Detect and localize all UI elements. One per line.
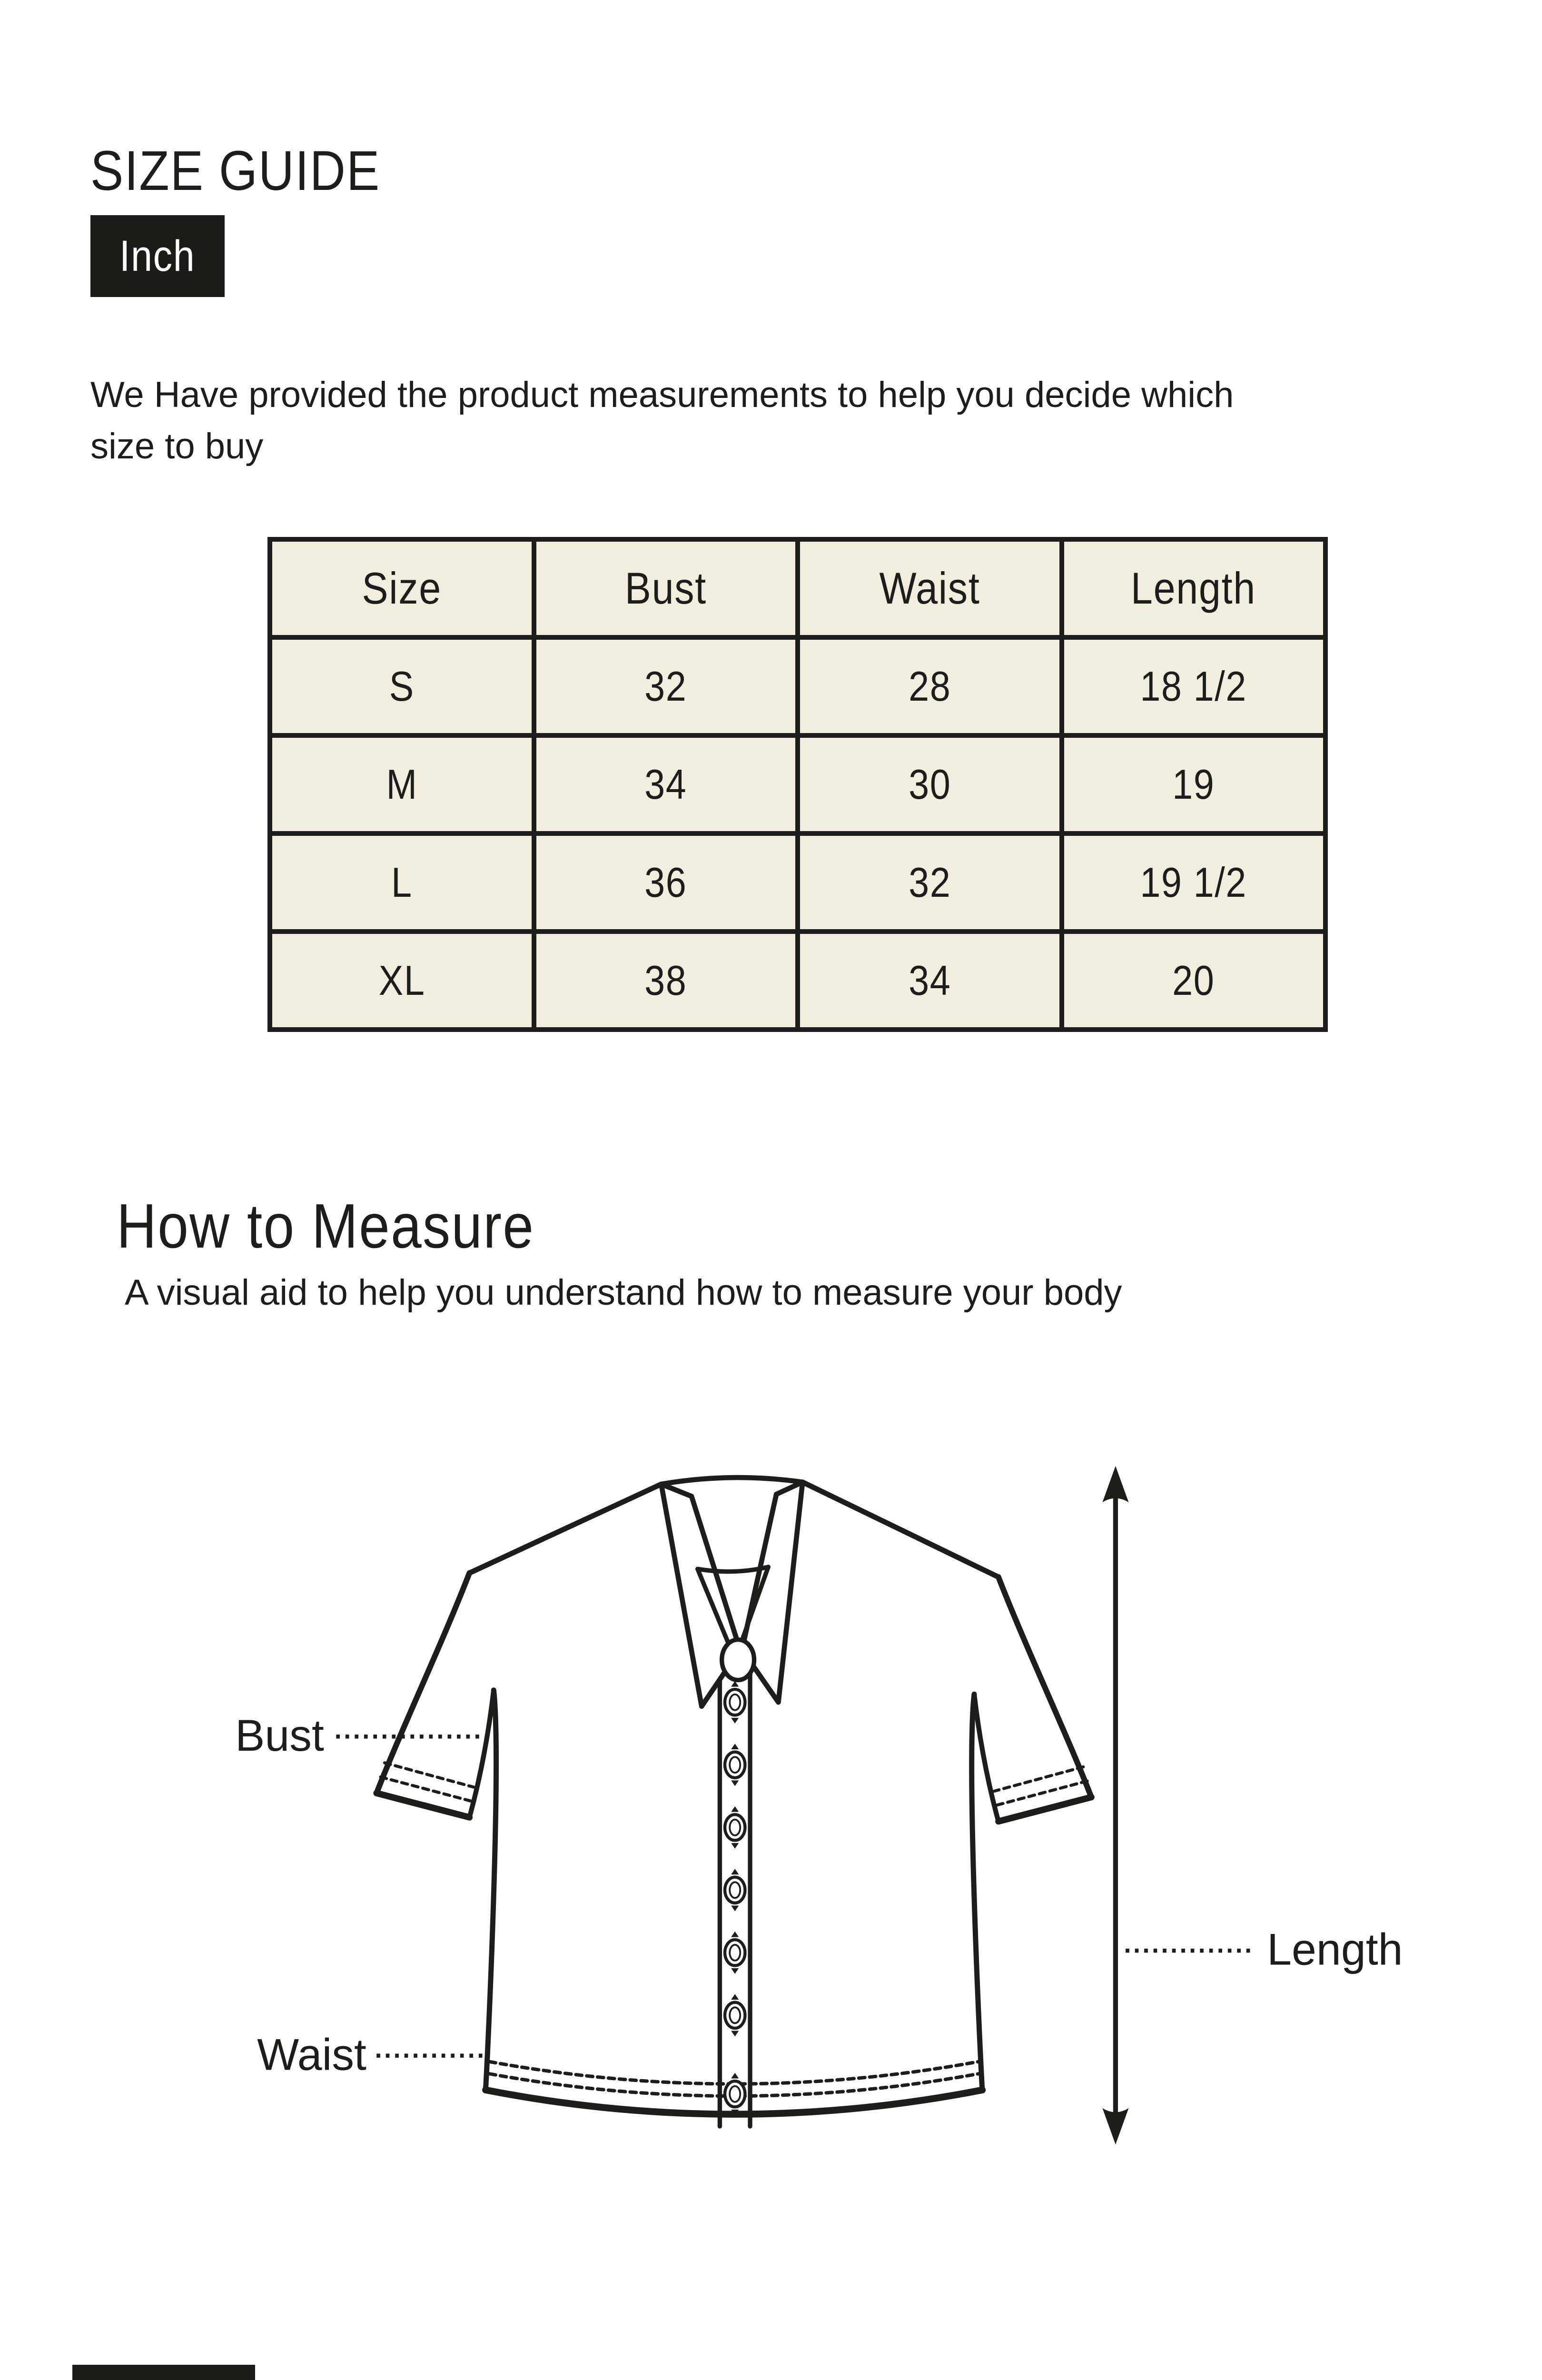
right-sleeve-underarm — [971, 1692, 1001, 1824]
table-row-l: L 36 32 19 1/2 — [267, 831, 1328, 934]
column-header-bust: Bust — [531, 537, 800, 640]
cell-value: 32 — [908, 859, 951, 906]
shirt-measure-diagram: Bust Waist Length — [167, 1452, 1499, 2167]
left-sleeve-cuff-edge — [373, 1790, 473, 1821]
table-cell: 19 — [1059, 733, 1328, 836]
column-header-length-label: Length — [1131, 563, 1256, 613]
left-sleeve-underarm — [467, 1687, 496, 1820]
shirt-illustration — [373, 1475, 1095, 2129]
page-title: SIZE GUIDE — [90, 139, 420, 203]
shirt-button — [725, 1744, 745, 1786]
cell-value: 32 — [644, 663, 687, 710]
column-header-waist: Waist — [795, 537, 1064, 640]
cell-value: 36 — [644, 859, 687, 906]
table-row-m: M 34 30 19 — [267, 733, 1328, 836]
table-cell: 34 — [795, 929, 1064, 1032]
column-header-bust-label: Bust — [624, 563, 707, 613]
shirt-hem-edge — [482, 2086, 986, 2118]
table-cell: 34 — [531, 733, 800, 836]
table-cell: L — [267, 831, 536, 934]
column-header-size-label: Size — [362, 563, 442, 613]
shirt-buttons — [725, 1681, 745, 2115]
shirt-shoulder-right — [800, 1479, 1001, 1580]
shirt-back-collar-band — [695, 1565, 771, 1574]
how-to-measure-title: How to Measure — [117, 1190, 592, 1262]
table-cell: 32 — [795, 831, 1064, 934]
table-cell: 32 — [531, 635, 800, 738]
column-header-length: Length — [1059, 537, 1328, 640]
how-to-measure-title-text: How to Measure — [117, 1190, 535, 1261]
measurement-annotations: Bust Waist Length — [235, 1466, 1403, 2145]
table-cell: 18 1/2 — [1059, 635, 1328, 738]
length-label: Length — [1267, 1925, 1403, 1974]
cell-value: 19 1/2 — [1140, 859, 1247, 906]
table-row-xl: XL 38 34 20 — [267, 929, 1328, 1032]
table-cell: 28 — [795, 635, 1064, 738]
step-badge-bust-label: 1.BUST — [100, 2377, 227, 2380]
page-title-text: SIZE GUIDE — [90, 139, 381, 203]
shirt-placket — [717, 1651, 752, 2129]
shirt-button — [725, 2073, 745, 2115]
cell-value: M — [386, 761, 418, 808]
length-arrow — [1102, 1466, 1129, 2145]
cell-value: 34 — [908, 957, 951, 1004]
table-row-s: S 32 28 18 1/2 — [267, 635, 1328, 738]
column-header-waist-label: Waist — [879, 563, 980, 613]
right-sleeve-cuff-edge — [995, 1794, 1095, 1825]
shirt-button — [725, 1869, 745, 1911]
left-sleeve-outer-edge — [374, 1570, 473, 1796]
cell-value: 28 — [908, 663, 951, 710]
cell-value: 30 — [908, 761, 951, 808]
shirt-button — [725, 1806, 745, 1849]
how-to-measure-subtitle: A visual aid to help you understand how … — [125, 1272, 1122, 1313]
cell-value: 20 — [1172, 957, 1215, 1004]
cell-value: L — [391, 859, 413, 906]
intro-text: We Have provided the product measurement… — [90, 369, 1518, 472]
size-chart-body: S 32 28 18 1/2 M 34 30 19 L 36 32 19 1/2… — [267, 635, 1328, 1032]
unit-badge-label: Inch — [119, 231, 196, 280]
table-cell: 38 — [531, 929, 800, 1032]
cell-value: 18 1/2 — [1140, 663, 1247, 710]
column-header-size: Size — [267, 537, 536, 640]
intro-line-1: We Have provided the product measurement… — [90, 375, 1234, 415]
cell-value: 34 — [644, 761, 687, 808]
table-cell: M — [267, 733, 536, 836]
shirt-shoulder-left — [466, 1481, 664, 1576]
cell-value: 38 — [644, 957, 687, 1004]
right-cuff-stitching — [993, 1765, 1089, 1807]
cell-value: S — [389, 663, 415, 710]
shirt-button — [725, 1932, 745, 1974]
cell-value: XL — [378, 957, 425, 1004]
shirt-neckline-v — [695, 1565, 771, 1654]
shirt-button — [725, 1681, 745, 1724]
table-cell: XL — [267, 929, 536, 1032]
table-cell: S — [267, 635, 536, 738]
step-badge-bust: 1.BUST — [72, 2365, 256, 2380]
shirt-diagram-svg: Bust Waist Length — [235, 1466, 1403, 2145]
unit-badge: Inch — [90, 215, 225, 297]
shirt-collar-top-edge — [659, 1475, 805, 1487]
right-sleeve-outer-edge — [995, 1574, 1094, 1800]
table-cell: 19 1/2 — [1059, 831, 1328, 934]
waist-label: Waist — [257, 2030, 366, 2079]
table-header-row: Size Bust Waist Length — [267, 537, 1328, 640]
table-cell: 36 — [531, 831, 800, 934]
shirt-button — [725, 1994, 745, 2036]
bust-label: Bust — [235, 1711, 324, 1760]
shirt-collar-loop — [720, 1637, 757, 1683]
table-cell: 30 — [795, 733, 1064, 836]
table-cell: 20 — [1059, 929, 1328, 1032]
cell-value: 19 — [1172, 761, 1215, 808]
size-chart-table: Size Bust Waist Length S 32 28 18 1/2 M … — [267, 537, 1328, 1032]
intro-line-2: size to buy — [90, 426, 264, 466]
shirt-side-seam-left — [483, 1687, 499, 2093]
shirt-side-seam-right — [969, 1691, 985, 2093]
left-cuff-stitching — [379, 1761, 475, 1803]
size-chart-header: Size Bust Waist Length — [267, 537, 1328, 640]
